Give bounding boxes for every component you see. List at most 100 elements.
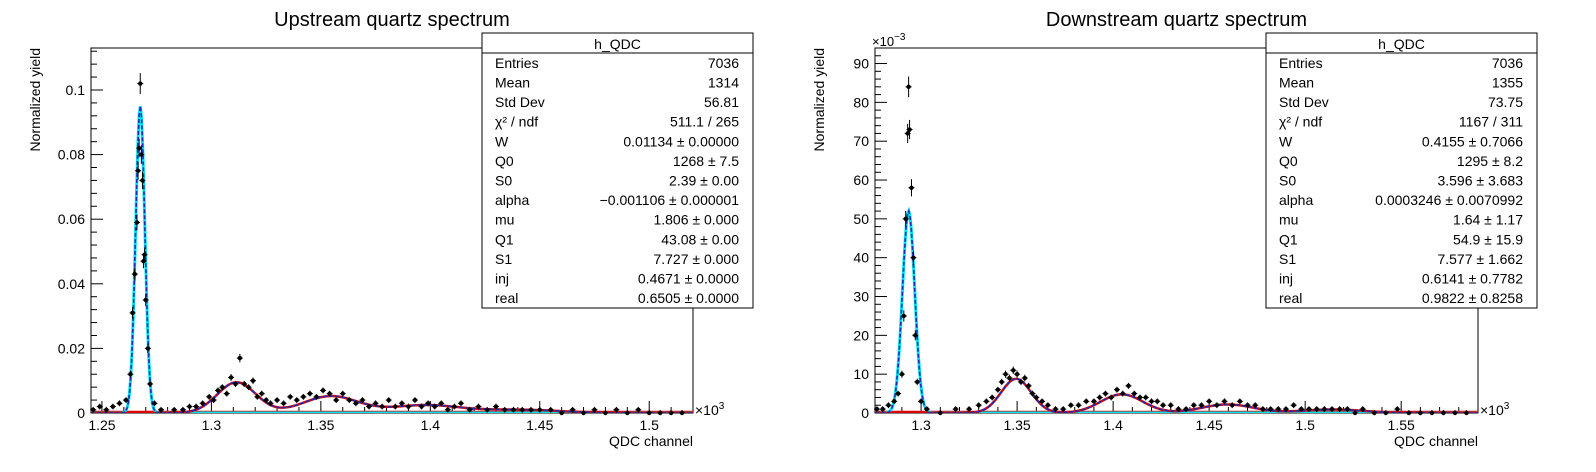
data-point [668, 410, 674, 416]
data-point [905, 131, 910, 136]
stats-row-value: 0.6505 ± 0.0000 [638, 290, 739, 306]
chart-title: Upstream quartz spectrum [274, 9, 510, 31]
data-point [1337, 406, 1342, 412]
stats-box-title: h_QDC [1378, 36, 1425, 52]
data-point [1068, 403, 1074, 408]
stats-row-value: 1314 [708, 74, 739, 90]
x-tick-label: 1.4 [421, 417, 441, 433]
data-point [1352, 410, 1358, 416]
data-point [135, 168, 141, 173]
data-point [1406, 410, 1412, 416]
data-point [347, 397, 352, 403]
data-point [657, 410, 663, 416]
data-point [134, 220, 140, 225]
data-point [880, 406, 885, 412]
data-point [953, 406, 958, 412]
data-point [1014, 371, 1020, 377]
data-point [874, 406, 880, 412]
stats-row-value: 7.727 ± 0.000 [653, 251, 739, 267]
data-point [301, 394, 306, 400]
x-tick-label: 1.3 [202, 417, 222, 433]
y-axis-multiplier: ×10−3 [872, 32, 906, 49]
data-point [989, 395, 995, 400]
data-point [995, 387, 1001, 392]
x-axis-label: QDC channel [1394, 433, 1478, 449]
data-point [1114, 387, 1120, 392]
data-point [1299, 406, 1304, 412]
data-point [1395, 406, 1400, 412]
data-point [901, 313, 907, 319]
data-point [294, 397, 299, 403]
data-point [1176, 406, 1181, 412]
data-point [1222, 399, 1227, 404]
y-tick-label: 0 [861, 405, 869, 421]
x-tick-label: 1.5 [639, 417, 659, 433]
chart-title: Downstream quartz spectrum [1046, 9, 1307, 31]
data-point [892, 399, 897, 404]
data-point [340, 391, 345, 396]
data-point [476, 404, 481, 409]
data-point [1011, 368, 1016, 373]
stats-row-label: S1 [495, 251, 512, 267]
x-axis-multiplier: ×103 [695, 401, 725, 418]
data-point [187, 404, 192, 409]
data-point [1360, 406, 1365, 412]
data-point [224, 391, 229, 396]
data-point [136, 145, 142, 151]
stats-box: h_QDC Entries 7036 Mean 1355 Std Dev 73.75 χ² /… [1265, 32, 1538, 309]
total-fit-curve [875, 208, 1478, 413]
stats-row-value: 56.81 [704, 94, 739, 110]
data-point [924, 406, 930, 412]
y-tick-label: 0.04 [58, 276, 85, 292]
data-point [915, 379, 920, 385]
data-point [1260, 406, 1266, 412]
data-point [1053, 406, 1058, 412]
x-tick-label: 1.25 [88, 417, 115, 433]
stats-row-label: W [495, 133, 509, 149]
stats-row-value: 0.4155 ± 0.7066 [1422, 133, 1523, 149]
stats-row-value: 0.01134 ± 0.00000 [623, 133, 739, 149]
stats-row-value: 3.596 ± 3.683 [1437, 173, 1523, 189]
data-point [636, 407, 641, 412]
y-tick-label: 60 [853, 172, 869, 188]
data-point [1034, 395, 1039, 400]
data-point [1126, 383, 1131, 389]
data-point [366, 404, 372, 409]
data-point [220, 384, 225, 390]
data-point [281, 401, 286, 406]
data-point [1084, 399, 1089, 404]
x-tick-label: 1.3 [911, 417, 931, 433]
data-point [138, 81, 143, 86]
x-tick-label: 1.45 [526, 417, 553, 433]
data-point [938, 410, 943, 416]
data-point [246, 384, 251, 390]
stats-row-label: Mean [1279, 74, 1314, 90]
data-point [984, 399, 989, 404]
y-tick-label: 90 [853, 56, 869, 72]
data-point [152, 401, 157, 406]
data-point [237, 355, 243, 361]
data-point [918, 399, 924, 404]
data-point [1039, 399, 1045, 404]
data-point [104, 407, 109, 412]
stats-row-value: 0.0003246 ± 0.0070992 [1375, 192, 1523, 208]
data-points [90, 73, 686, 416]
data-point [1109, 395, 1114, 400]
data-point [360, 397, 365, 403]
data-point [139, 152, 144, 157]
chart-panel-1: Upstream quartz spectrum 0 0.02 0.04 0.06 0.0… [27, 9, 754, 449]
data-point [906, 84, 911, 90]
data-point [158, 407, 164, 412]
data-point [142, 252, 147, 257]
data-point [117, 401, 122, 406]
x-tick-label: 1.4 [1103, 417, 1123, 433]
data-point [581, 410, 586, 416]
data-point [1383, 410, 1389, 416]
y-tick-label: 50 [853, 211, 869, 227]
stats-row-label: inj [1279, 271, 1293, 287]
data-point [1018, 379, 1024, 385]
data-point [603, 410, 608, 416]
data-point [373, 401, 378, 406]
stats-row-label: S1 [1279, 251, 1296, 267]
data-point [288, 394, 293, 400]
